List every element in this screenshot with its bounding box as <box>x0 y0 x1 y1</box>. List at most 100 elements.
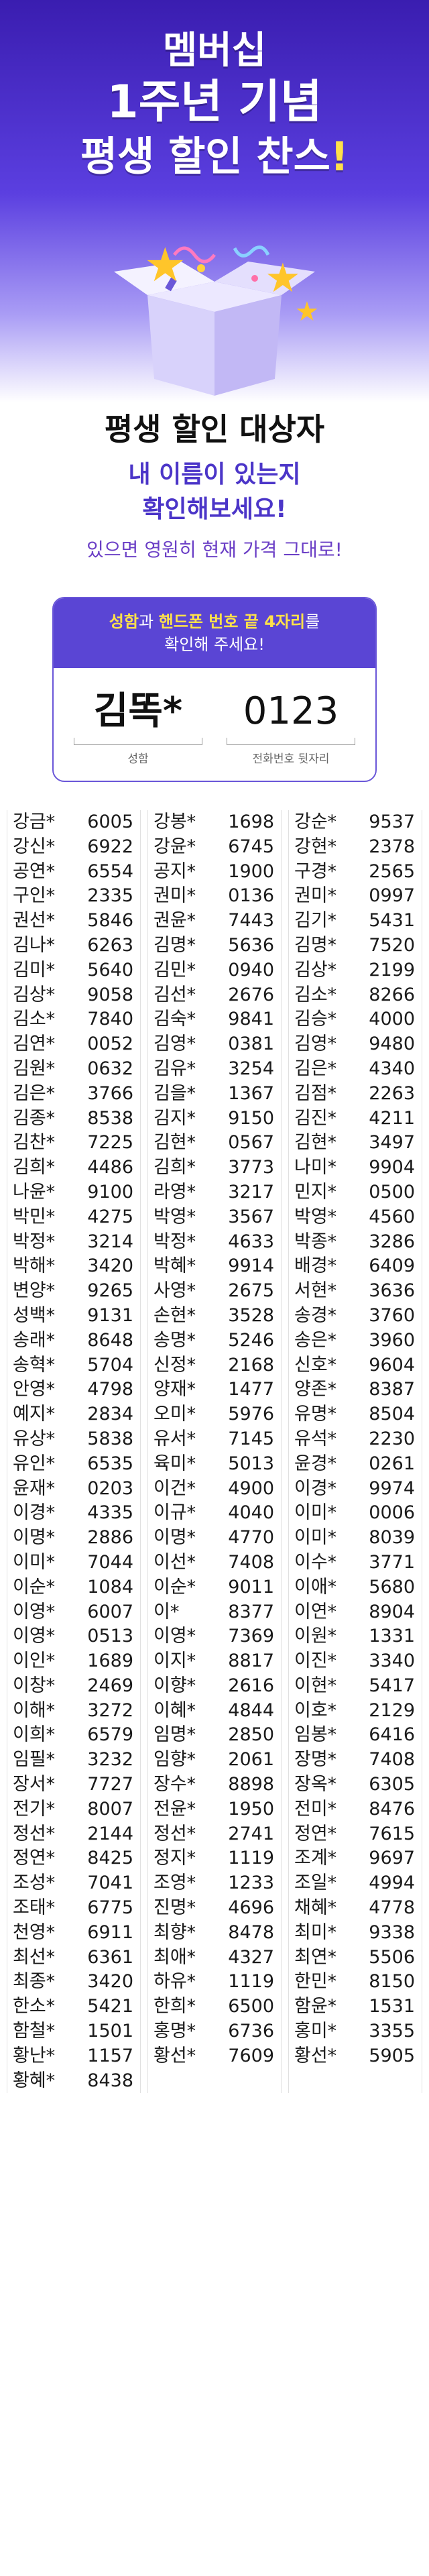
list-item: 박정* 4633 <box>148 1230 281 1255</box>
member-name: 김은* <box>13 1082 56 1104</box>
list-item: 이미* 7044 <box>7 1551 140 1575</box>
member-name: 송은* <box>294 1329 337 1351</box>
list-item: 이진* 3340 <box>289 1649 422 1674</box>
member-phone: 6416 <box>369 1724 415 1746</box>
list-item: 정선* 2741 <box>148 1822 281 1847</box>
member-phone: 2199 <box>369 959 415 981</box>
list-item: 함철* 1501 <box>7 2019 140 2044</box>
member-name: 이연* <box>294 1601 337 1622</box>
list-item: 이애* 5680 <box>289 1575 422 1600</box>
list-item: 민지* 0500 <box>289 1180 422 1205</box>
member-phone: 3766 <box>87 1082 133 1104</box>
member-name: 김현* <box>294 1132 337 1154</box>
card-header-suffix: 를 <box>305 612 320 631</box>
list-item: 조계* 9697 <box>289 1846 422 1871</box>
member-phone: 6409 <box>369 1255 415 1277</box>
hero-line-anniversary: 1주년 기념 <box>107 76 322 129</box>
member-phone: 3214 <box>87 1231 133 1252</box>
list-item: 김점* 2263 <box>289 1082 422 1107</box>
list-item: 사영* 2675 <box>148 1279 281 1304</box>
member-name: 이영* <box>13 1601 56 1622</box>
member-phone: 9904 <box>369 1157 415 1178</box>
member-phone: 4900 <box>228 1477 274 1499</box>
member-phone: 3497 <box>369 1132 415 1154</box>
member-phone: 7840 <box>87 1009 133 1030</box>
member-name: 김현* <box>154 1132 196 1154</box>
member-name: 유석* <box>294 1428 337 1449</box>
list-item: 김민* 0940 <box>148 958 281 983</box>
star-icon: ★ <box>265 255 301 302</box>
member-phone: 8648 <box>87 1329 133 1351</box>
member-phone: 5421 <box>87 1996 133 2017</box>
list-item: 김유* 3254 <box>148 1057 281 1082</box>
member-name: 임필* <box>13 1749 56 1771</box>
member-name: 김점* <box>294 1082 337 1104</box>
list-item: 신호* 9604 <box>289 1353 422 1378</box>
name-label: 성함 <box>127 752 149 766</box>
member-phone: 6305 <box>369 1774 415 1795</box>
member-phone: 1157 <box>87 2045 133 2066</box>
member-name: 홍미* <box>294 2021 337 2042</box>
list-item: 양존* 8387 <box>289 1378 422 1402</box>
list-item: 김상* 9058 <box>7 983 140 1008</box>
member-phone: 1698 <box>228 811 274 832</box>
member-phone: 8476 <box>369 1798 415 1819</box>
list-item: 권선* 5846 <box>7 909 140 934</box>
member-name: 오미* <box>154 1404 196 1425</box>
card-header-name: 성함 <box>109 612 139 631</box>
member-phone: 1233 <box>228 1872 274 1894</box>
member-name: 양재* <box>154 1379 196 1400</box>
member-phone: 0513 <box>87 1626 133 1647</box>
list-item: 이순* 9011 <box>148 1575 281 1600</box>
list-item: 박영* 4560 <box>289 1205 422 1230</box>
member-name: 임향* <box>154 1749 196 1771</box>
list-item: 이연* 8904 <box>289 1600 422 1625</box>
member-phone: 1477 <box>228 1379 274 1400</box>
member-phone: 4798 <box>87 1379 133 1400</box>
member-phone: 8478 <box>228 1921 274 1943</box>
member-name: 김영* <box>154 1033 196 1055</box>
subtitle-line-2: 확인해보세요! <box>142 496 287 523</box>
member-phone: 1331 <box>369 1626 415 1647</box>
member-phone: 5417 <box>369 1675 415 1696</box>
list-item: 이명* 4770 <box>148 1526 281 1551</box>
list-item: 라영* 3217 <box>148 1180 281 1205</box>
member-name: 김기* <box>294 910 337 932</box>
member-name: 박정* <box>13 1231 56 1252</box>
example-name-field: 김똑* 성함 <box>74 691 202 766</box>
list-item: 유인* 6535 <box>7 1452 140 1477</box>
member-phone: 3528 <box>228 1304 274 1326</box>
member-phone: 6922 <box>87 836 133 857</box>
list-item: 육미* 5013 <box>148 1452 281 1477</box>
list-item: 채혜* 4778 <box>289 1896 422 1921</box>
list-item: 최선* 6361 <box>7 1946 140 1970</box>
member-phone: 4275 <box>87 1206 133 1227</box>
list-item: 황난* 1157 <box>7 2044 140 2069</box>
member-name: 이미* <box>294 1502 337 1524</box>
member-name: 조성* <box>13 1872 56 1894</box>
member-phone: 8538 <box>87 1107 133 1129</box>
list-item: 박해* 3420 <box>7 1254 140 1279</box>
list-item: 예지* 2834 <box>7 1402 140 1427</box>
member-phone: 6911 <box>87 1921 133 1943</box>
list-item: 권미* 0136 <box>148 884 281 909</box>
member-name: 예지* <box>13 1404 56 1425</box>
member-name: 유상* <box>13 1428 56 1449</box>
member-phone: 1367 <box>228 1082 274 1104</box>
list-item: 강신* 6922 <box>7 835 140 860</box>
note-text: 있으면 영원히 현재 가격 그대로! <box>86 539 343 561</box>
member-phone: 3420 <box>87 1971 133 1993</box>
member-phone: 5846 <box>87 910 133 932</box>
member-name: 나미* <box>294 1157 337 1178</box>
list-item: 김미* 5640 <box>7 958 140 983</box>
member-name: 박정* <box>154 1231 196 1252</box>
member-name: 나윤* <box>13 1181 56 1202</box>
list-item: 김소* 8266 <box>289 983 422 1008</box>
member-name: 안영* <box>13 1379 56 1400</box>
list-item: 임향* 2061 <box>148 1748 281 1773</box>
member-name: 이영* <box>154 1626 196 1647</box>
list-item: 홍명* 6736 <box>148 2019 281 2044</box>
member-phone: 8817 <box>228 1650 274 1672</box>
list-item: 최종* 3420 <box>7 1970 140 1995</box>
member-name: 박혜* <box>154 1255 196 1277</box>
